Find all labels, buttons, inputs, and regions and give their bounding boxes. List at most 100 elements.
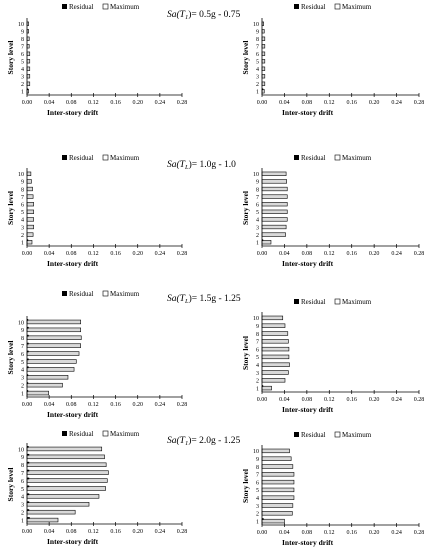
panel-1-right-ytick-8: 8 — [256, 37, 259, 43]
panel-1-right-ytick-10: 10 — [253, 22, 259, 28]
panel-3-right-ytick-3: 3 — [256, 371, 259, 377]
panel-4-left-bar-residual-story-5 — [27, 485, 30, 488]
panel-4-left-bar-residual-story-1 — [27, 517, 30, 519]
panel-3-right-xtick-2: 0.08 — [302, 397, 313, 403]
panel-1-right-bar-maximum-story-6 — [261, 51, 266, 56]
panel-1-right-legend-maximum: Maximum — [342, 3, 372, 11]
panel-1-right-bar-residual-story-1 — [262, 88, 264, 91]
panel-3-right-bar-maximum-story-8 — [261, 331, 289, 336]
panel-3-left-bar-maximum-story-6 — [26, 351, 80, 356]
panel-2-right-ytick-2: 2 — [256, 233, 259, 239]
panel-1-left-bar-residual-story-1 — [27, 88, 29, 91]
panel-3-left-ylabel: Story level — [6, 341, 15, 375]
panel-1-left-ytick-4: 4 — [21, 67, 24, 73]
panel-3-right-legend-maximum-swatch — [334, 298, 341, 305]
panel-3-left-ytick-3: 3 — [21, 376, 24, 382]
panel-4-left-xtick-6: 0.24 — [155, 529, 166, 535]
panel-2-right-bar-maximum-story-5 — [261, 209, 288, 214]
panel-3-left-ytick-10: 10 — [18, 320, 24, 326]
panel-3-left-bar-maximum-story-4 — [26, 367, 75, 372]
panel-2-left-ytick-2: 2 — [21, 233, 24, 239]
panel-3-left-legend-residual-swatch — [62, 291, 67, 296]
panel-4-right-xtick-7: 0.28 — [414, 530, 424, 536]
panel-3-right-ytick-8: 8 — [256, 332, 259, 338]
panel-1-left-ytick-6: 6 — [21, 52, 24, 58]
panel-4-left-xlabel: Inter-story drift — [47, 537, 99, 546]
panel-1-right-ytick-5: 5 — [256, 60, 259, 66]
panel-4-right-xtick-5: 0.20 — [369, 530, 380, 536]
panel-2-left-xtick-0: 0.00 — [22, 251, 33, 257]
panel-3-right-ytick-9: 9 — [256, 324, 259, 330]
panel-3-left-bar-maximum-story-3 — [26, 375, 69, 380]
panel-2-left-legend-maximum: Maximum — [110, 154, 140, 162]
panel-3-right-ytick-4: 4 — [256, 363, 259, 369]
panel-1-right-bar-maximum-story-2 — [261, 81, 266, 86]
panel-4-right-bar-maximum-story-2 — [261, 511, 293, 516]
panel-4-right-ytick-3: 3 — [256, 504, 259, 510]
panel-1-left-xlabel: Inter-story drift — [47, 108, 99, 117]
panel-2-right-ytick-9: 9 — [256, 180, 259, 186]
panel-1-right-ytick-4: 4 — [256, 67, 259, 73]
panel-1-right-xtick-1: 0.04 — [279, 100, 290, 106]
panel-3-right-bar-maximum-story-6 — [261, 346, 290, 352]
panel-2-left-xtick-5: 0.20 — [132, 251, 143, 257]
panel-3-right-bar-maximum-story-9 — [261, 323, 286, 328]
panel-3-left-xlabel: Inter-story drift — [47, 410, 99, 419]
panel-2-right-legend-residual-swatch — [294, 155, 299, 160]
panel-3-left-xtick-5: 0.20 — [132, 402, 143, 408]
panel-4-right-chart: Residual Maximum 12 3 4 5 67 8 9 10 0.00 0.04 0.08 0.… — [241, 431, 424, 547]
panel-3-right-bar-maximum-story-3 — [261, 370, 289, 375]
panel-3-right-xtick-5: 0.20 — [369, 397, 380, 403]
panel-2-left-ytick-5: 5 — [21, 210, 24, 216]
panel-1-left-legend-residual: Residual — [69, 3, 94, 11]
panel-2-right-bar-maximum-story-8 — [261, 186, 288, 192]
panel-2-left-xtick-1: 0.04 — [44, 251, 55, 257]
panel-1-right-bar-maximum-story-7 — [261, 44, 266, 49]
panel-2-left-ytick-3: 3 — [21, 225, 24, 231]
panel-2-right-xtick-0: 0.00 — [257, 251, 268, 257]
panel-1-left-legend-maximum: Maximum — [110, 3, 140, 11]
panel-2-right-legend-maximum-swatch — [334, 154, 341, 161]
panel-2-left-ytick-6: 6 — [21, 203, 24, 209]
panel-3-left-ytick-6: 6 — [21, 352, 24, 358]
panel-1-left-bar-maximum-story-2 — [26, 81, 31, 86]
panel-1-right-xtick-5: 0.20 — [369, 100, 380, 106]
panel-4-right-ytick-10: 10 — [253, 449, 259, 455]
panel-2-right-bar-maximum-story-3 — [261, 224, 287, 230]
panel-2-left-ytick-9: 9 — [21, 180, 24, 186]
panel-2-right-xtick-4: 0.16 — [346, 251, 357, 257]
panel-1-right-ytick-1: 1 — [256, 90, 259, 96]
panel-4-left-ytick-3: 3 — [21, 503, 24, 509]
panel-4-left-bar-residual-story-9 — [27, 453, 30, 456]
panel-3-left-ytick-7: 7 — [21, 344, 24, 350]
row-title-4: Sa(T1)= 2.0g - 1.25 — [167, 435, 241, 447]
panel-2-right-ytick-6: 6 — [256, 203, 259, 209]
panel-2-right-ytick-4: 4 — [256, 218, 259, 224]
panel-2-left-ytick-7: 7 — [21, 195, 24, 201]
panel-4-left-bar-maximum-story-2 — [26, 509, 76, 515]
panel-4-left-bar-residual-story-3 — [27, 501, 30, 504]
panel-4-left-ytick-2: 2 — [21, 510, 24, 516]
panel-2-left-bar-maximum-story-5 — [26, 209, 34, 214]
panel-2-left-ytick-8: 8 — [21, 187, 24, 193]
row-title-3: Sa(TL)= 1.5g - 1.25 — [167, 293, 241, 305]
panel-4-left-bar-residual-story-7 — [27, 469, 30, 472]
panel-1-left-ytick-8: 8 — [21, 37, 24, 43]
panel-1-left-legend-residual-swatch — [62, 4, 67, 9]
panel-2-right-ytick-7: 7 — [256, 195, 259, 201]
panel-4-right-bar-maximum-story-5 — [261, 487, 295, 493]
panel-4-left-ytick-4: 4 — [21, 495, 24, 501]
panel-3-right-ytick-7: 7 — [256, 340, 259, 346]
panel-4-right-ytick-6: 6 — [256, 480, 259, 486]
panel-3-right-bar-maximum-story-2 — [261, 378, 286, 383]
panel-2-left-xtick-4: 0.16 — [110, 251, 121, 257]
panel-2-left-bar-maximum-story-4 — [26, 217, 34, 222]
panel-3-left-ytick-1: 1 — [21, 391, 24, 397]
panel-3-left-bar-residual-story-9 — [27, 326, 29, 329]
panel-3-right-xtick-6: 0.24 — [391, 397, 402, 403]
panel-4-left-ytick-7: 7 — [21, 471, 24, 477]
panel-4-right-ytick-1: 1 — [256, 519, 259, 525]
